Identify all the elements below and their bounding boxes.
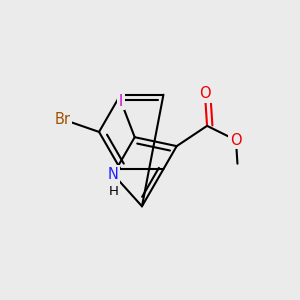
Text: N: N [108,167,119,182]
Text: O: O [230,133,242,148]
Text: I: I [119,94,123,109]
Text: O: O [199,86,211,101]
Text: Br: Br [55,112,70,127]
Text: H: H [108,185,118,198]
